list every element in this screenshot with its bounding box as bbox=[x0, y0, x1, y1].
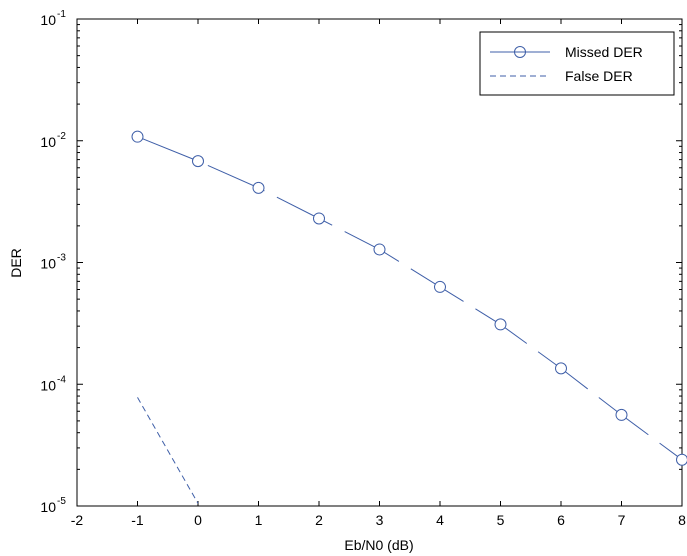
missed-der-point bbox=[131, 130, 144, 143]
legend-label-missed: Missed DER bbox=[565, 44, 643, 60]
x-tick-label: 8 bbox=[678, 512, 686, 528]
x-tick-label: -1 bbox=[131, 512, 144, 528]
false-der-line bbox=[137, 397, 199, 504]
ticks: -2 -1 0 1 2 3 4 5 6 7 810-510-410-310-210-1 bbox=[40, 9, 686, 528]
series-group bbox=[131, 130, 687, 504]
missed-der-point bbox=[434, 280, 446, 293]
y-tick-exponent: -3 bbox=[57, 253, 66, 264]
legend-marker-missed bbox=[514, 46, 526, 58]
missed-der-point bbox=[555, 362, 567, 375]
legend: Missed DER False DER bbox=[479, 31, 675, 96]
missed-der-point bbox=[373, 243, 386, 256]
missed-der-point bbox=[313, 212, 325, 225]
y-tick-exponent: -5 bbox=[57, 496, 66, 507]
missed-der-point bbox=[252, 181, 265, 194]
missed-der-point bbox=[615, 408, 628, 421]
x-tick-label: 7 bbox=[618, 512, 626, 528]
missed-der-line bbox=[137, 136, 683, 461]
legend-label-false: False DER bbox=[565, 68, 633, 84]
y-tick-label: 10 bbox=[40, 134, 56, 150]
y-tick-label: 10 bbox=[40, 12, 56, 28]
x-tick-label: 3 bbox=[376, 512, 384, 528]
x-tick-label: 6 bbox=[557, 512, 565, 528]
x-tick-label: 2 bbox=[315, 512, 323, 528]
y-tick-label: 10 bbox=[40, 499, 56, 515]
y-tick-exponent: -1 bbox=[57, 9, 66, 20]
y-tick-exponent: -4 bbox=[57, 374, 66, 385]
legend-box bbox=[479, 31, 675, 96]
x-axis-label: Eb/N0 (dB) bbox=[344, 537, 413, 553]
y-tick-label: 10 bbox=[40, 256, 56, 272]
x-tick-label: 4 bbox=[436, 512, 444, 528]
y-axis-label: DER bbox=[8, 248, 24, 278]
x-tick-label: 5 bbox=[497, 512, 505, 528]
plot-area bbox=[76, 18, 683, 507]
y-tick-label: 10 bbox=[40, 377, 56, 393]
y-tick-exponent: -2 bbox=[57, 131, 66, 142]
x-tick-label: -2 bbox=[71, 512, 84, 528]
missed-der-point bbox=[494, 318, 507, 331]
x-tick-label: 1 bbox=[255, 512, 263, 528]
missed-der-point bbox=[676, 453, 687, 466]
missed-der-point bbox=[192, 155, 204, 168]
x-tick-label: 0 bbox=[194, 512, 202, 528]
